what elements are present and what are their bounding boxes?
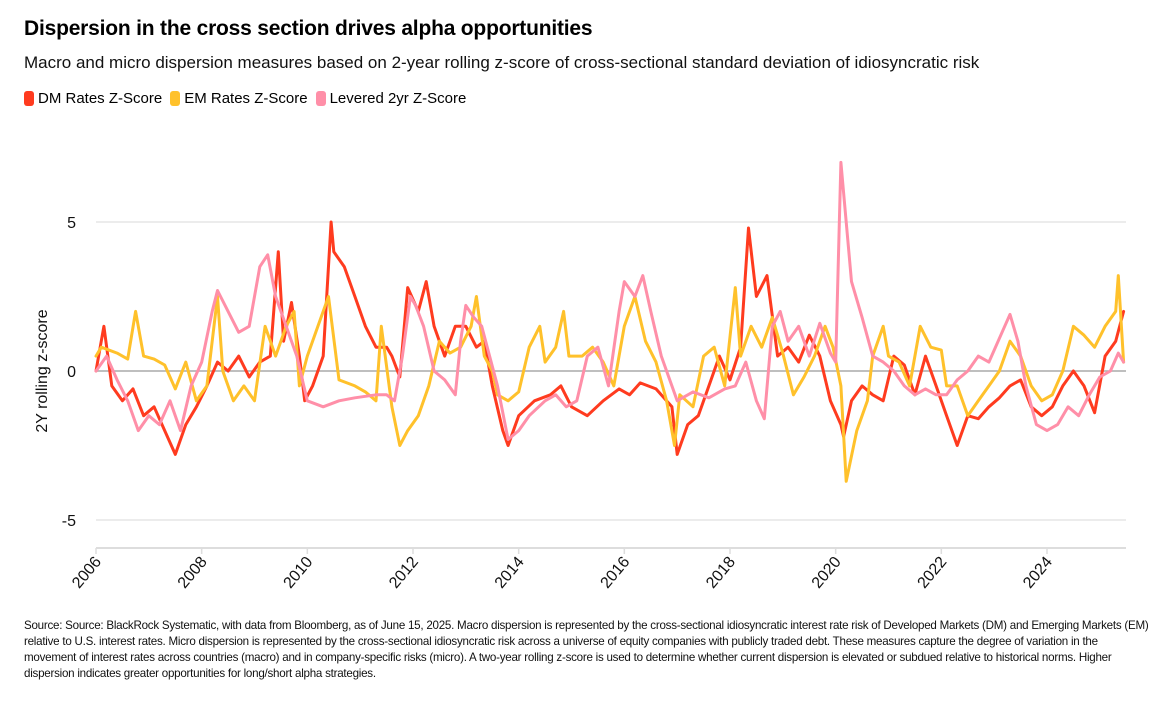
series-line-dm: [94, 220, 1126, 456]
legend-item-levered: Levered 2yr Z-Score: [315, 90, 467, 107]
legend: DM Rates Z-Score EM Rates Z-Score Levere…: [24, 90, 466, 107]
x-tick-label: 2012: [386, 554, 422, 592]
series-lines: [94, 160, 1126, 483]
x-tick-label: 2022: [914, 554, 950, 592]
x-tick-label: 2016: [597, 554, 633, 592]
x-tick-label: 2018: [703, 554, 739, 592]
legend-swatch-dm: [24, 91, 34, 106]
legend-item-em: EM Rates Z-Score: [170, 90, 308, 107]
x-tick-label: 2020: [809, 554, 845, 592]
y-tick-label: 5: [67, 215, 76, 232]
legend-label-dm: DM Rates Z-Score: [38, 90, 163, 107]
legend-label-em: EM Rates Z-Score: [184, 90, 308, 107]
x-tick-label: 2014: [492, 554, 528, 592]
legend-label-levered: Levered 2yr Z-Score: [329, 90, 467, 107]
x-tick-label: 2008: [175, 554, 211, 592]
x-tick-label: 2024: [1020, 554, 1056, 592]
x-tick-label: 2010: [280, 554, 316, 592]
y-tick-label: 0: [67, 364, 76, 381]
chart-subtitle: Macro and micro dispersion measures base…: [24, 53, 980, 72]
x-tick-label: 2006: [69, 554, 105, 592]
chart-title: Dispersion in the cross section drives a…: [24, 17, 593, 40]
series-line-em: [94, 274, 1126, 483]
legend-swatch-levered: [315, 91, 326, 106]
legend-swatch-em: [170, 91, 181, 106]
legend-item-dm: DM Rates Z-Score: [24, 90, 162, 107]
y-axis-label: 2Y rolling z-score: [34, 309, 51, 432]
y-tick-label: -5: [62, 513, 76, 530]
series-line-levered: [94, 160, 1126, 441]
source-footnote: Source: Source: BlackRock Systematic, wi…: [24, 619, 1149, 680]
